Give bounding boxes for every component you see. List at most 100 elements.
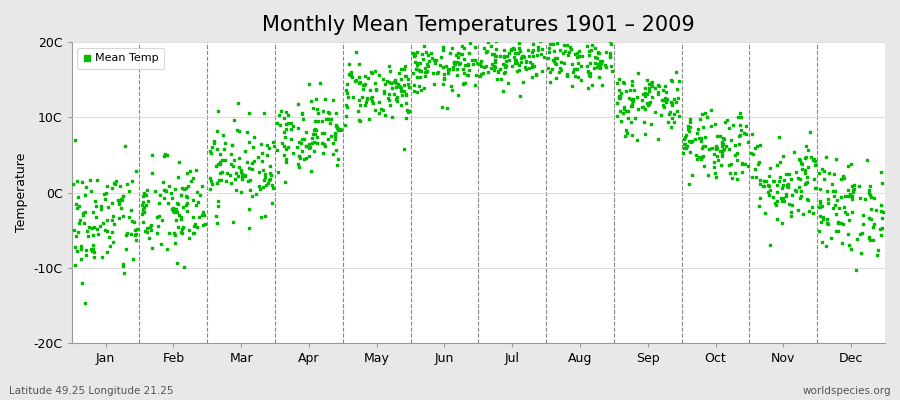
Mean Temp	[284, 120, 298, 126]
Mean Temp	[359, 98, 374, 105]
Mean Temp	[850, 236, 865, 242]
Mean Temp	[120, 181, 134, 188]
Mean Temp	[80, 228, 94, 235]
Mean Temp	[231, 155, 246, 161]
Mean Temp	[256, 177, 271, 184]
Mean Temp	[483, 65, 498, 71]
Mean Temp	[495, 30, 509, 37]
Mean Temp	[696, 153, 710, 159]
Mean Temp	[217, 146, 231, 152]
Mean Temp	[485, 61, 500, 68]
Mean Temp	[587, 65, 601, 72]
Mean Temp	[446, 58, 461, 65]
Mean Temp	[207, 140, 221, 146]
Mean Temp	[366, 100, 381, 106]
Mean Temp	[806, 156, 821, 162]
Mean Temp	[242, 165, 256, 171]
Mean Temp	[763, 186, 778, 193]
Mean Temp	[363, 87, 377, 94]
Mean Temp	[310, 106, 324, 112]
Mean Temp	[682, 138, 697, 144]
Mean Temp	[724, 174, 739, 181]
Mean Temp	[389, 84, 403, 91]
Mean Temp	[419, 68, 434, 74]
Mean Temp	[709, 153, 724, 159]
Mean Temp	[145, 170, 159, 176]
Mean Temp	[698, 134, 713, 140]
Mean Temp	[109, 178, 123, 184]
Mean Temp	[347, 77, 362, 84]
Mean Temp	[230, 126, 244, 133]
Mean Temp	[609, 112, 624, 119]
Mean Temp	[580, 68, 595, 74]
Mean Temp	[254, 213, 268, 220]
Mean Temp	[862, 236, 877, 243]
Mean Temp	[139, 228, 153, 234]
Mean Temp	[516, 78, 530, 85]
Mean Temp	[691, 135, 706, 142]
Mean Temp	[489, 53, 503, 59]
Mean Temp	[739, 131, 753, 137]
Mean Temp	[733, 122, 747, 129]
Mean Temp	[635, 104, 650, 110]
Mean Temp	[73, 217, 87, 223]
Mean Temp	[407, 53, 421, 59]
Mean Temp	[450, 54, 464, 60]
Mean Temp	[799, 180, 814, 186]
Mean Temp	[170, 260, 184, 266]
Mean Temp	[593, 63, 608, 69]
Mean Temp	[69, 232, 84, 239]
Mean Temp	[746, 151, 760, 157]
Mean Temp	[449, 52, 464, 58]
Mean Temp	[875, 224, 889, 231]
Mean Temp	[418, 64, 432, 71]
Mean Temp	[338, 86, 353, 93]
Mean Temp	[234, 169, 248, 175]
Mean Temp	[104, 200, 119, 206]
Mean Temp	[194, 212, 209, 218]
Mean Temp	[245, 160, 259, 166]
Mean Temp	[708, 170, 723, 176]
Mean Temp	[74, 243, 88, 249]
Mean Temp	[571, 59, 585, 66]
Mean Temp	[291, 124, 305, 131]
Mean Temp	[151, 223, 166, 229]
Mean Temp	[692, 116, 706, 122]
Mean Temp	[709, 173, 724, 180]
Mean Temp	[204, 178, 219, 185]
Mean Temp	[655, 86, 670, 93]
Mean Temp	[407, 88, 421, 94]
Mean Temp	[410, 33, 425, 39]
Mean Temp	[723, 170, 737, 176]
Mean Temp	[387, 79, 401, 85]
Mean Temp	[274, 140, 289, 146]
Mean Temp	[240, 129, 255, 135]
Mean Temp	[329, 123, 344, 129]
Mean Temp	[514, 59, 528, 65]
Mean Temp	[142, 235, 157, 241]
Mean Temp	[137, 208, 151, 215]
Mean Temp	[638, 90, 652, 96]
Mean Temp	[224, 161, 238, 167]
Mean Temp	[543, 68, 557, 75]
Mean Temp	[554, 66, 569, 73]
Mean Temp	[112, 199, 126, 206]
Mean Temp	[157, 187, 171, 193]
Mean Temp	[564, 46, 579, 52]
Mean Temp	[451, 92, 465, 99]
Mean Temp	[549, 75, 563, 82]
Mean Temp	[444, 83, 458, 89]
Mean Temp	[382, 96, 396, 103]
Mean Temp	[820, 216, 834, 222]
Mean Temp	[229, 187, 243, 193]
Mean Temp	[463, 39, 477, 46]
Mean Temp	[406, 50, 420, 56]
Mean Temp	[670, 99, 684, 106]
Mean Temp	[360, 94, 374, 101]
Mean Temp	[762, 192, 777, 198]
Mean Temp	[497, 53, 511, 59]
Mean Temp	[326, 97, 340, 104]
Mean Temp	[518, 64, 532, 70]
Mean Temp	[135, 199, 149, 206]
Mean Temp	[778, 193, 793, 199]
